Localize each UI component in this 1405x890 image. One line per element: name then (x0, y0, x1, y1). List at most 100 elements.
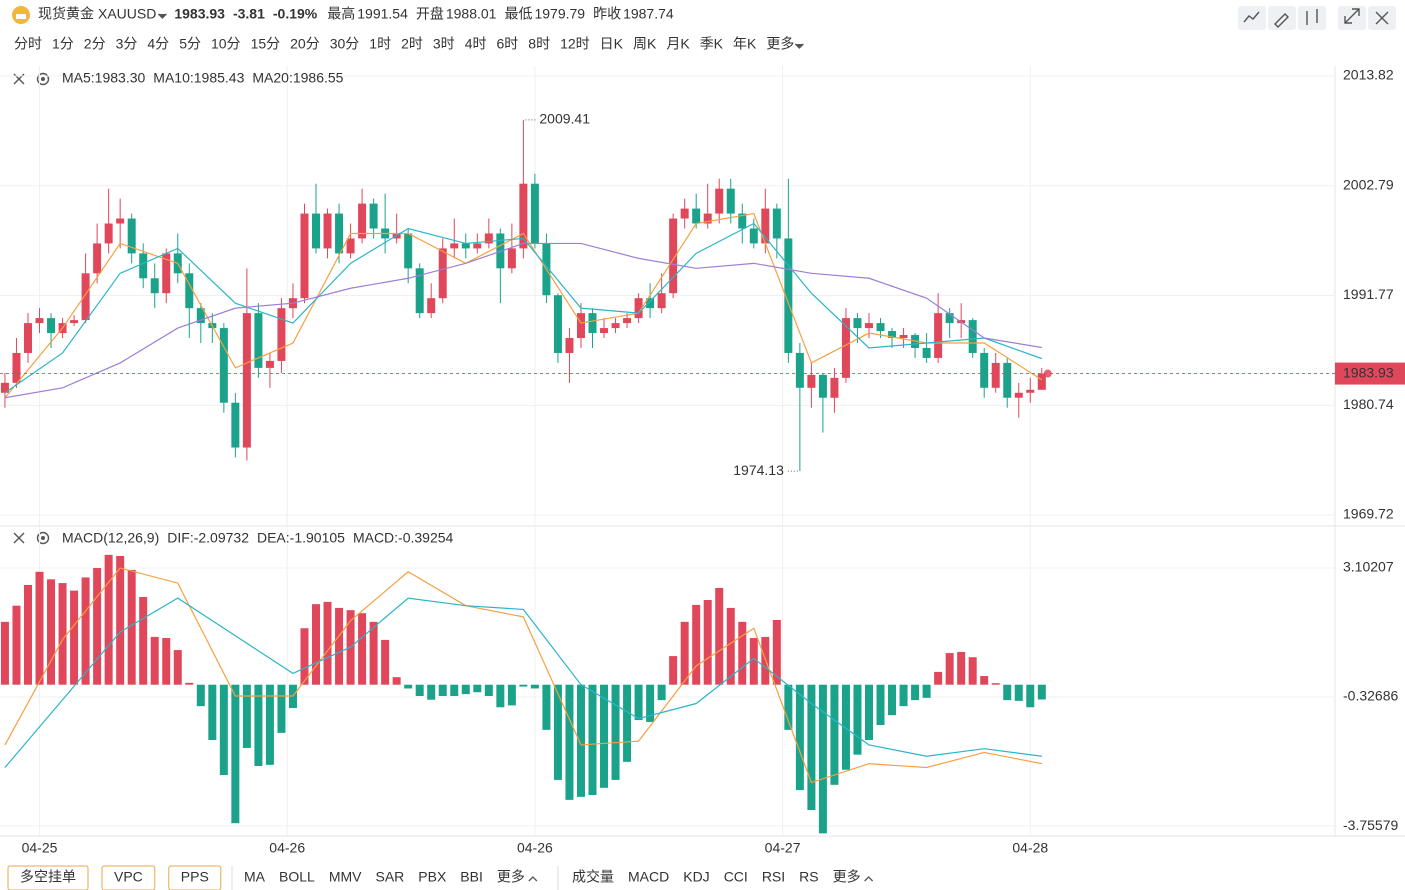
legend-item: MACD:-0.39254 (353, 530, 454, 546)
top-right-buttons[interactable] (1238, 6, 1396, 30)
macd-bar (1003, 684, 1012, 701)
period-tab[interactable]: 4分 (147, 36, 169, 52)
macd-bar (461, 684, 470, 695)
toolbar-button[interactable] (7, 865, 89, 890)
candle-body (116, 218, 125, 224)
macd-bar (242, 684, 251, 748)
toolbar-button[interactable] (168, 865, 222, 890)
candle-body (35, 318, 44, 324)
candle-body (576, 313, 585, 339)
period-tab[interactable]: 2分 (84, 36, 106, 52)
indicator-option[interactable]: MACD (628, 869, 669, 885)
macd-bar (231, 684, 240, 824)
stat-value: 1987.74 (623, 6, 674, 22)
candle-body (323, 213, 332, 249)
period-tab[interactable]: 6时 (496, 36, 518, 52)
toolbar-button-label[interactable]: VPC (114, 869, 143, 885)
period-tab[interactable]: 30分 (330, 36, 360, 52)
toolbar-button-label[interactable]: PPS (181, 869, 209, 885)
period-tab[interactable]: 季K (700, 36, 724, 52)
macd-bar (484, 684, 493, 696)
indicator-option[interactable]: 更多 (833, 869, 861, 885)
candle-body (242, 313, 251, 448)
indicator-option[interactable]: MMV (329, 869, 362, 885)
stat-label: 昨收 (593, 6, 621, 22)
indicator-option[interactable]: RS (799, 869, 818, 885)
macd-bar (1037, 684, 1046, 700)
macd-bar (899, 684, 908, 707)
candle-body (853, 318, 862, 329)
period-tab[interactable]: 分时 (14, 36, 42, 52)
indicator-option[interactable]: KDJ (683, 869, 709, 885)
candle-body (277, 308, 286, 361)
candle-body (427, 298, 436, 314)
x-tick-label: 04-27 (765, 840, 801, 856)
period-tab[interactable]: 周K (633, 36, 657, 52)
macd-bar (922, 684, 931, 698)
toolbar-button[interactable] (101, 865, 156, 890)
macd-bar (784, 684, 793, 730)
toolbar-button-label[interactable]: 多空挂单 (20, 869, 76, 885)
indicator-line (4, 597, 1042, 768)
period-tab[interactable]: 3时 (433, 36, 455, 52)
candle-body (530, 183, 539, 244)
period-tab[interactable]: 2时 (401, 36, 423, 52)
macd-bar (404, 684, 413, 689)
macd-bar (58, 583, 67, 685)
stat-label: 开盘 (416, 6, 444, 22)
macd-bar (772, 619, 781, 685)
candle-body (47, 318, 56, 334)
macd-bar (473, 684, 482, 693)
period-tab[interactable]: 20分 (290, 36, 320, 52)
period-tab[interactable]: 日K (600, 36, 624, 52)
period-tab[interactable]: 3分 (116, 36, 138, 52)
period-tab[interactable]: 5分 (179, 36, 201, 52)
candle-body (312, 213, 321, 249)
button[interactable] (1268, 6, 1296, 30)
button[interactable] (1298, 6, 1326, 30)
instrument-symbol: XAUUSD (98, 6, 156, 22)
candle-body (265, 360, 274, 368)
period-tab[interactable]: 12时 (560, 36, 590, 52)
period-tab[interactable]: 1分 (52, 36, 74, 52)
macd-bar (196, 684, 205, 707)
indicator-option[interactable]: MA (244, 869, 266, 885)
macd-bar (507, 684, 516, 706)
indicator-line (4, 242, 1042, 399)
candle-body (738, 213, 747, 229)
candle-body (703, 213, 712, 224)
gear-icon[interactable] (36, 72, 50, 86)
macd-bar (23, 584, 32, 685)
period-tab[interactable]: 10分 (211, 36, 241, 52)
indicator-option[interactable]: 更多 (497, 869, 525, 885)
candle-body (922, 347, 931, 358)
icon (1344, 8, 1360, 24)
indicator-option[interactable]: 成交量 (572, 869, 614, 885)
period-tab[interactable]: 月K (666, 36, 690, 52)
macd-bar (715, 587, 724, 685)
macd-bar (358, 613, 367, 685)
close-icon[interactable] (13, 532, 25, 544)
instrument-name: 现货黄金 (38, 6, 94, 22)
macd-bar (807, 684, 816, 811)
stat-label: 最低 (504, 6, 532, 22)
period-tab[interactable]: 8时 (528, 36, 550, 52)
period-tab[interactable]: 4时 (465, 36, 487, 52)
period-tab[interactable]: 年K (733, 36, 757, 52)
indicator-option[interactable]: RSI (762, 869, 785, 885)
candle-body (968, 320, 977, 353)
indicator-option[interactable]: PBX (418, 869, 447, 885)
indicator-option[interactable]: CCI (724, 869, 748, 885)
indicator-option[interactable]: BOLL (279, 869, 315, 885)
macd-bar (427, 684, 436, 700)
gold-icon-bar (16, 14, 26, 19)
period-tab[interactable]: 1时 (369, 36, 391, 52)
macd-bar (542, 684, 551, 730)
macd-bar (692, 604, 701, 685)
indicator-option[interactable]: SAR (375, 869, 404, 885)
gear-icon[interactable] (36, 531, 50, 545)
period-tab[interactable]: 15分 (251, 36, 281, 52)
indicator-option[interactable]: BBI (460, 869, 483, 885)
period-tab[interactable]: 更多 (766, 36, 794, 52)
stat-value: 1991.54 (357, 6, 408, 22)
